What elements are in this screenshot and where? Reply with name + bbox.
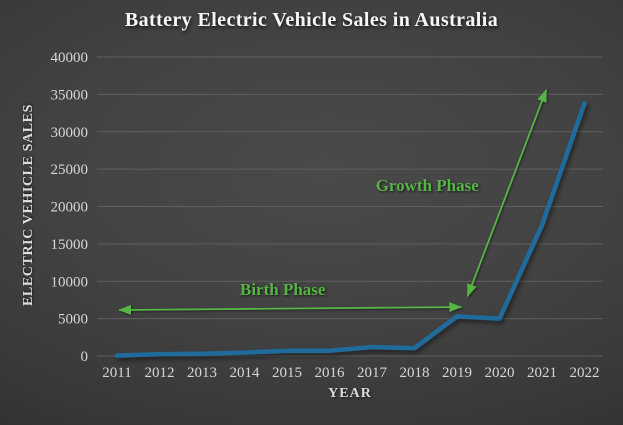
- y-axis-tick-label: 0: [81, 349, 89, 365]
- y-axis-tick-label: 15000: [51, 237, 89, 253]
- x-axis-tick-label: 2013: [187, 365, 217, 381]
- axis-tick-labels-layer: 0 5000 10000 15000 20000 25000 30000 35000 40000…: [51, 50, 600, 381]
- x-axis-tick-label: 2020: [485, 365, 515, 381]
- x-axis-tick-label: 2017: [357, 365, 388, 381]
- annotations-layer: Birth Phase Growth Phase: [118, 88, 548, 315]
- x-axis-tick-label: 2012: [145, 365, 175, 381]
- y-axis-tick-label: 30000: [51, 125, 89, 141]
- x-axis-tick-label: 2021: [527, 365, 557, 381]
- y-axis-tick-label: 5000: [58, 312, 88, 328]
- x-axis-tick-label: 2019: [442, 365, 472, 381]
- birth-phase-label: Birth Phase: [240, 280, 326, 299]
- birth-phase-arrow: [118, 302, 463, 315]
- gridlines-layer: [97, 56, 603, 357]
- chart-title: Battery Electric Vehicle Sales in Austra…: [124, 9, 499, 31]
- x-axis-tick-label: 2014: [230, 365, 261, 381]
- x-axis-tick-label: 2011: [102, 365, 131, 381]
- x-axis-tick-label: 2018: [400, 365, 430, 381]
- data-series-layer: [114, 101, 587, 358]
- x-axis-tick-label: 2015: [272, 365, 302, 381]
- y-axis-tick-label: 35000: [51, 87, 89, 103]
- growth-phase-label: Growth Phase: [376, 176, 480, 195]
- growth-phase-arrow: [466, 88, 548, 298]
- x-axis-title: YEAR: [328, 386, 372, 401]
- y-axis-tick-label: 25000: [51, 162, 89, 178]
- sales-line: [114, 101, 587, 358]
- x-axis-tick-label: 2016: [315, 365, 346, 381]
- y-axis-tick-label: 10000: [51, 274, 89, 290]
- y-axis-tick-label: 20000: [51, 200, 89, 216]
- y-axis-tick-label: 40000: [51, 50, 89, 66]
- x-axis-tick-label: 2022: [570, 365, 600, 381]
